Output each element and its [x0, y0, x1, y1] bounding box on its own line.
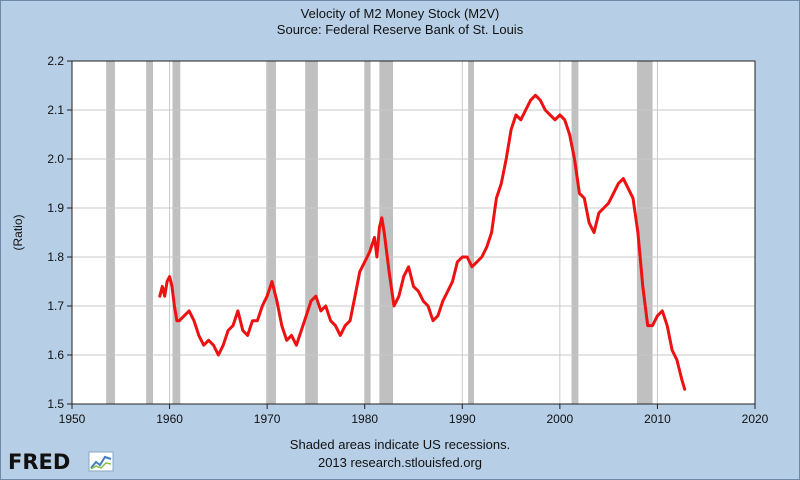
- recession-band: [571, 61, 579, 404]
- y-tick-label: 1.6: [47, 348, 64, 362]
- recession-band: [172, 61, 181, 404]
- y-tick-label: 1.5: [47, 397, 64, 411]
- y-tick-label: 2.2: [47, 54, 64, 68]
- chart-subtitle: Source: Federal Reserve Bank of St. Loui…: [276, 22, 524, 37]
- recession-band: [146, 61, 153, 404]
- source-credit: 2013 research.stlouisfed.org: [317, 455, 483, 470]
- fred-logo-text: FRED: [8, 450, 70, 473]
- x-tick-label: 1960: [156, 412, 183, 426]
- recession-band: [468, 61, 474, 404]
- recession-band: [266, 61, 276, 404]
- y-tick-label: 1.8: [47, 250, 64, 264]
- recession-band: [636, 61, 653, 404]
- x-tick-label: 2010: [644, 412, 671, 426]
- plot-border: [71, 60, 756, 405]
- x-tick-label: 1980: [351, 412, 378, 426]
- y-tick-label: 1.7: [47, 299, 64, 313]
- y-tick-label: 2.0: [47, 152, 64, 166]
- fred-logo[interactable]: FRED: [8, 449, 118, 473]
- y-axis-label: (Ratio): [11, 214, 25, 250]
- series-line-m2v: [158, 93, 687, 391]
- x-tick-label: 1990: [449, 412, 476, 426]
- recession-band: [305, 61, 318, 404]
- recession-band: [106, 61, 115, 404]
- y-tick-label: 2.1: [47, 103, 64, 117]
- chart-title: Velocity of M2 Money Stock (M2V): [300, 6, 500, 21]
- x-tick-label: 2000: [547, 412, 574, 426]
- fred-logo-graph-icon: [88, 451, 114, 472]
- recession-band: [379, 61, 394, 404]
- y-tick-label: 1.9: [47, 201, 64, 215]
- x-tick-label: 1970: [254, 412, 281, 426]
- recession-band: [364, 61, 371, 404]
- x-tick-label: 1950: [59, 412, 86, 426]
- recession-footnote: Shaded areas indicate US recessions.: [289, 437, 511, 452]
- x-tick-label: 2020: [742, 412, 769, 426]
